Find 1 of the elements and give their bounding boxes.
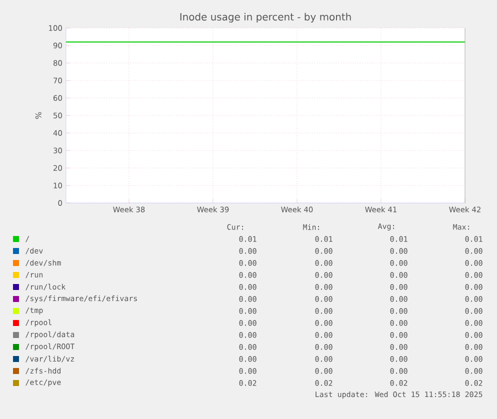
chart-title: Inode usage in percent - by month xyxy=(180,12,351,23)
